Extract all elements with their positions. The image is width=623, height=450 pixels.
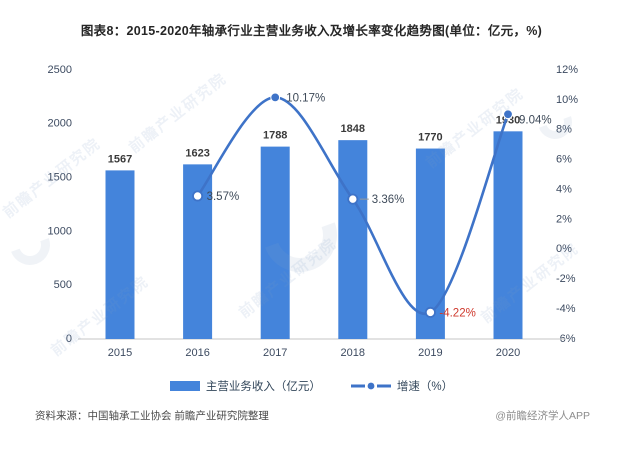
svg-text:1500: 1500	[48, 172, 72, 184]
growth-marker	[270, 92, 281, 103]
svg-text:-6%: -6%	[556, 333, 576, 345]
svg-text:10%: 10%	[556, 94, 578, 106]
svg-text:1000: 1000	[48, 225, 72, 237]
svg-text:2020: 2020	[496, 347, 520, 359]
bar-value-label: 1788	[263, 130, 287, 142]
footer: 资料来源：中国轴承工业协会 前瞻产业研究院整理 @前瞻经济学人APP	[35, 408, 590, 423]
svg-text:-4%: -4%	[556, 303, 576, 315]
svg-text:2015: 2015	[108, 347, 132, 359]
svg-text:500: 500	[54, 279, 72, 291]
growth-value-label: -4.22%	[439, 307, 475, 319]
bar-value-label: 1930	[496, 114, 520, 126]
svg-text:0%: 0%	[556, 243, 572, 255]
legend: 主营业务收入（亿元） 增速（%）	[0, 378, 623, 394]
growth-markers: 3.57% 10.17% 3.36% -4.22% 9.04%	[192, 92, 552, 319]
bar-2015	[105, 170, 135, 339]
svg-text:2019: 2019	[418, 347, 442, 359]
bar-value-label: 1623	[185, 147, 209, 159]
growth-marker	[192, 190, 204, 202]
credit-note: @前瞻经济学人APP	[495, 410, 590, 422]
legend-item-revenue: 主营业务收入（亿元）	[169, 378, 321, 394]
svg-text:2500: 2500	[48, 64, 72, 76]
bar-2020	[493, 131, 523, 339]
legend-label-revenue: 主营业务收入（亿元）	[205, 381, 321, 393]
bar-2017	[260, 146, 290, 339]
svg-text:2018: 2018	[341, 347, 365, 359]
source-note: 资料来源：中国轴承工业协会 前瞻产业研究院整理	[35, 410, 269, 422]
growth-value-label: 3.57%	[207, 191, 240, 203]
chart-area: 0 500 1000 1500 2000 2500 -6% -4% -2% 0% 2% 4% 6% 8% 1…	[0, 57, 623, 362]
svg-text:6%: 6%	[556, 154, 572, 166]
svg-text:12%: 12%	[556, 64, 578, 76]
bar-swatch-icon	[169, 381, 200, 391]
bar-value-label: 1770	[418, 132, 442, 144]
svg-text:-2%: -2%	[556, 273, 576, 285]
svg-text:4%: 4%	[556, 183, 572, 195]
bar-value-label: 1567	[108, 153, 132, 165]
growth-marker	[424, 306, 436, 318]
svg-text:2000: 2000	[48, 118, 72, 130]
growth-value-label: 10.17%	[286, 92, 325, 104]
chart-title: 图表8：2015-2020年轴承行业主营业务收入及增长率变化趋势图(单位：亿元，…	[80, 24, 543, 38]
revenue-bars: 1567 1623 1788 1848 1770 1930	[105, 114, 523, 339]
line-swatch-icon	[350, 382, 391, 390]
svg-text:2%: 2%	[556, 213, 572, 225]
svg-text:0: 0	[66, 333, 72, 345]
left-axis-ticks: 0 500 1000 1500 2000 2500	[48, 64, 72, 345]
right-axis-ticks: -6% -4% -2% 0% 2% 4% 6% 8% 10% 12%	[556, 64, 578, 345]
legend-item-growth: 增速（%）	[350, 378, 454, 394]
svg-text:8%: 8%	[556, 124, 572, 136]
growth-line	[196, 96, 510, 316]
growth-value-label: 3.36%	[372, 194, 405, 206]
combo-chart: 0 500 1000 1500 2000 2500 -6% -4% -2% 0% 2% 4% 6% 8% 1…	[48, 64, 579, 359]
growth-value-label: 9.04%	[519, 114, 552, 126]
bar-value-label: 1848	[341, 123, 365, 135]
legend-label-growth: 增速（%）	[396, 381, 454, 393]
svg-text:2017: 2017	[263, 347, 287, 359]
bar-2018	[338, 140, 368, 339]
growth-marker	[347, 193, 359, 205]
growth-marker	[503, 109, 513, 120]
x-axis-labels: 2015 2016 2017 2018 2019 2020	[108, 347, 520, 359]
svg-text:2016: 2016	[185, 347, 209, 359]
